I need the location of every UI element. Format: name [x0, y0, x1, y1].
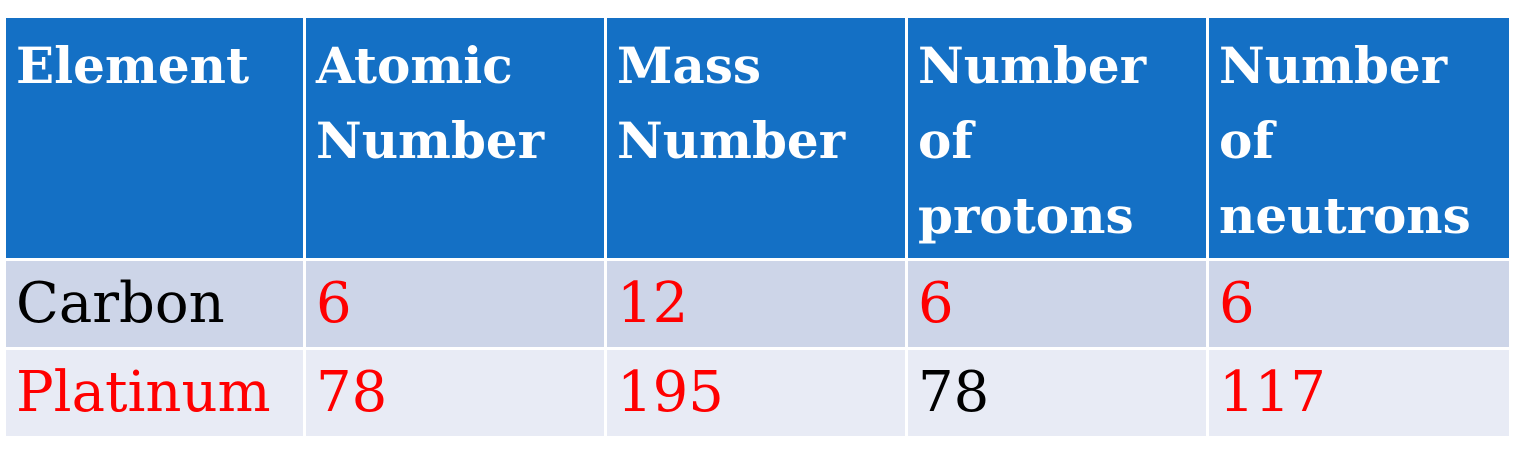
- header-atomic-number: Atomic Number: [303, 15, 607, 261]
- element-table-container: Element Atomic Number Mass Number Number…: [3, 15, 1512, 439]
- header-line: neutrons: [1219, 186, 1471, 245]
- table-row: Carbon 6 12 6 6: [3, 258, 1512, 350]
- header-line: Number: [1219, 36, 1448, 95]
- cell-number-of-neutrons: 6: [1206, 258, 1512, 350]
- header-line: Number: [617, 111, 846, 170]
- header-number-of-neutrons: Number of neutrons: [1206, 15, 1512, 261]
- cell-atomic-number: 78: [303, 347, 607, 439]
- header-line: of: [918, 111, 973, 170]
- cell-element: Carbon: [3, 258, 306, 350]
- header-line: Number: [316, 111, 545, 170]
- header-row: Element Atomic Number Mass Number Number…: [3, 15, 1512, 261]
- cell-mass-number: 195: [604, 347, 908, 439]
- header-line: Element: [16, 36, 250, 95]
- cell-number-of-protons: 78: [905, 347, 1209, 439]
- header-line: Number: [918, 36, 1147, 95]
- header-mass-number: Mass Number: [604, 15, 908, 261]
- cell-number-of-neutrons: 117: [1206, 347, 1512, 439]
- header-line: Atomic: [316, 36, 513, 95]
- header-number-of-protons: Number of protons: [905, 15, 1209, 261]
- element-table: Element Atomic Number Mass Number Number…: [3, 15, 1512, 439]
- cell-mass-number: 12: [604, 258, 908, 350]
- table-row: Platinum 78 195 78 117: [3, 347, 1512, 439]
- header-line: protons: [918, 186, 1134, 245]
- header-element: Element: [3, 15, 306, 261]
- cell-element: Platinum: [3, 347, 306, 439]
- cell-number-of-protons: 6: [905, 258, 1209, 350]
- header-line: Mass: [617, 36, 762, 95]
- header-line: of: [1219, 111, 1274, 170]
- cell-atomic-number: 6: [303, 258, 607, 350]
